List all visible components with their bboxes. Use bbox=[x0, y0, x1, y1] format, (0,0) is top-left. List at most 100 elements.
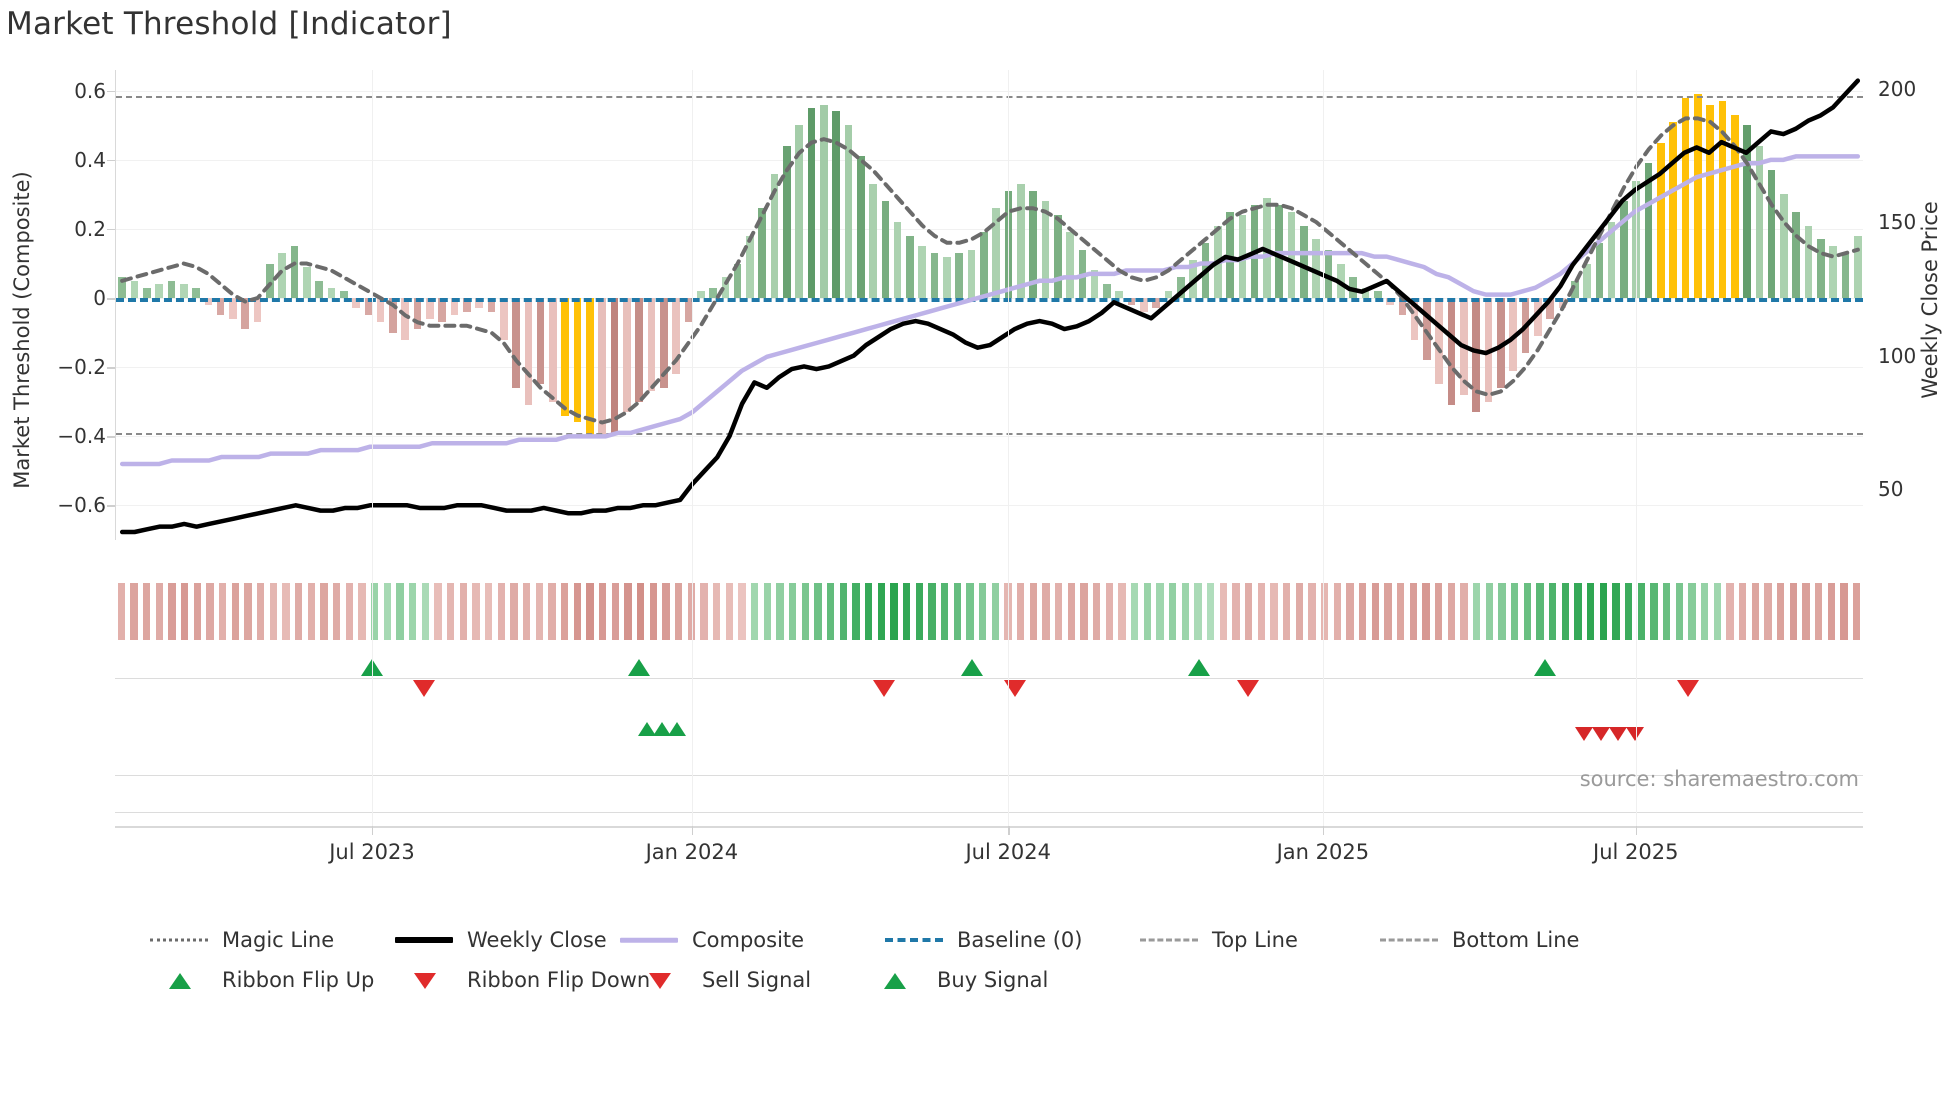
composite-bar bbox=[463, 298, 471, 312]
ribbon-cell bbox=[1143, 583, 1152, 640]
legend-label: Magic Line bbox=[222, 928, 335, 952]
ribbon-cell bbox=[1599, 583, 1608, 640]
composite-bar bbox=[290, 246, 299, 299]
ribbon-flip-up-marker[interactable] bbox=[1187, 659, 1210, 676]
y-axis-right-tick-label: 100 bbox=[1878, 343, 1917, 368]
ribbon-cell bbox=[1080, 583, 1088, 640]
ribbon-cell bbox=[358, 583, 366, 640]
legend-key-triangle-down-icon bbox=[395, 970, 453, 990]
composite-bar bbox=[179, 284, 188, 299]
legend-item-buy-signal[interactable]: Buy Signal bbox=[865, 968, 1048, 992]
ribbon-cell bbox=[814, 583, 822, 640]
ribbon-cell bbox=[1346, 583, 1354, 640]
ribbon-cell bbox=[1536, 583, 1544, 640]
composite-bar bbox=[118, 277, 126, 299]
ribbon-cell bbox=[1194, 583, 1202, 640]
ribbon-cell bbox=[1092, 583, 1101, 640]
ribbon-cell bbox=[155, 583, 164, 640]
buy-signal-marker[interactable] bbox=[653, 722, 672, 736]
buy-signal-marker[interactable] bbox=[638, 722, 657, 736]
legend-item-weekly-close[interactable]: Weekly Close bbox=[395, 928, 607, 952]
sell-signal-marker[interactable] bbox=[1609, 727, 1628, 741]
legend-item-top-line[interactable]: Top Line bbox=[1140, 928, 1298, 952]
composite-line bbox=[119, 154, 1861, 467]
ribbon-cell bbox=[1333, 583, 1342, 640]
composite-bar bbox=[192, 287, 200, 299]
y-axis-left-title: Market Threshold (Composite) bbox=[10, 171, 34, 489]
composite-bar bbox=[1361, 287, 1370, 299]
composite-bar bbox=[967, 249, 976, 299]
legend-item-baseline-0[interactable]: Baseline (0) bbox=[885, 928, 1082, 952]
x-axis-tick-mark bbox=[691, 826, 694, 835]
ribbon-flip-down-marker[interactable] bbox=[1677, 680, 1700, 697]
composite-bar bbox=[1817, 239, 1825, 299]
composite-bar bbox=[980, 232, 988, 299]
y-axis-left-tick-label: −0.4 bbox=[57, 424, 106, 449]
ribbon-cell bbox=[1016, 583, 1025, 640]
composite-bar bbox=[635, 298, 643, 402]
ribbon-cell bbox=[902, 583, 911, 640]
composite-bar bbox=[856, 156, 865, 299]
ribbon-flip-up-marker[interactable] bbox=[628, 659, 651, 676]
ribbon-cell bbox=[953, 583, 962, 640]
ribbon-flip-down-marker[interactable] bbox=[873, 680, 896, 697]
ribbon-cell bbox=[269, 583, 278, 640]
composite-bar bbox=[1644, 163, 1653, 299]
ribbon-flip-down-marker[interactable] bbox=[413, 680, 436, 697]
ribbon-cell bbox=[674, 583, 683, 640]
buy-signal-marker[interactable] bbox=[668, 722, 687, 736]
gridline-horizontal bbox=[116, 159, 1863, 161]
ribbon-flip-up-marker[interactable] bbox=[1533, 659, 1556, 676]
composite-bar bbox=[536, 298, 545, 385]
composite-bar bbox=[1780, 194, 1788, 299]
legend-item-magic-line[interactable]: Magic Line bbox=[150, 928, 334, 952]
gridline-vertical bbox=[371, 70, 373, 826]
ribbon-cell bbox=[142, 583, 151, 640]
composite-bar bbox=[561, 298, 570, 416]
ribbon-cell bbox=[1257, 583, 1266, 640]
composite-bar bbox=[893, 222, 902, 299]
ribbon-cell bbox=[624, 583, 632, 640]
composite-bar bbox=[438, 298, 447, 323]
y-axis-left-tick-label: −0.2 bbox=[57, 355, 106, 380]
ribbon-cell bbox=[1548, 583, 1557, 640]
ribbon-flip-up-marker[interactable] bbox=[960, 659, 983, 676]
composite-bar bbox=[1176, 277, 1185, 299]
legend-key-triangle-up-icon bbox=[150, 970, 208, 990]
legend-item-ribbon-flip-down[interactable]: Ribbon Flip Down bbox=[395, 968, 650, 992]
ribbon-cell bbox=[966, 583, 974, 640]
ribbon-cell bbox=[421, 583, 430, 640]
ribbon-cell bbox=[1510, 583, 1519, 640]
composite-bar bbox=[241, 298, 250, 330]
composite-bar bbox=[1115, 291, 1124, 299]
composite-bar bbox=[943, 256, 951, 299]
line-overlay bbox=[119, 78, 1861, 535]
composite-bar bbox=[413, 298, 422, 330]
composite-bar bbox=[130, 280, 139, 299]
composite-bar bbox=[1263, 197, 1271, 299]
sell-signal-marker[interactable] bbox=[1575, 727, 1594, 741]
composite-bar bbox=[696, 291, 705, 299]
composite-bar bbox=[1583, 263, 1591, 299]
sell-signal-marker[interactable] bbox=[1592, 727, 1611, 741]
ribbon-cell bbox=[890, 583, 898, 640]
y-axis-left-tick-mark bbox=[107, 159, 115, 162]
ribbon-flip-down-marker[interactable] bbox=[1236, 680, 1259, 697]
legend-item-bottom-line[interactable]: Bottom Line bbox=[1380, 928, 1579, 952]
composite-bar bbox=[376, 298, 385, 323]
composite-bar bbox=[1509, 298, 1517, 371]
composite-bar bbox=[869, 184, 877, 299]
legend-item-ribbon-flip-up[interactable]: Ribbon Flip Up bbox=[150, 968, 374, 992]
ribbon-flip-down-marker[interactable] bbox=[1004, 680, 1027, 697]
ribbon-cell bbox=[294, 583, 303, 640]
composite-bar bbox=[1016, 184, 1025, 299]
legend-item-sell-signal[interactable]: Sell Signal bbox=[630, 968, 811, 992]
legend-item-composite[interactable]: Composite bbox=[620, 928, 804, 952]
ribbon-cell bbox=[1358, 583, 1367, 640]
sell-signal-marker[interactable] bbox=[1626, 727, 1645, 741]
composite-bar bbox=[746, 235, 754, 299]
y-axis-right-tick-label: 200 bbox=[1878, 76, 1917, 101]
ribbon-cell bbox=[1282, 583, 1291, 640]
y-axis-left-tick-label: 0.4 bbox=[74, 147, 106, 172]
ribbon-cell bbox=[662, 583, 670, 640]
